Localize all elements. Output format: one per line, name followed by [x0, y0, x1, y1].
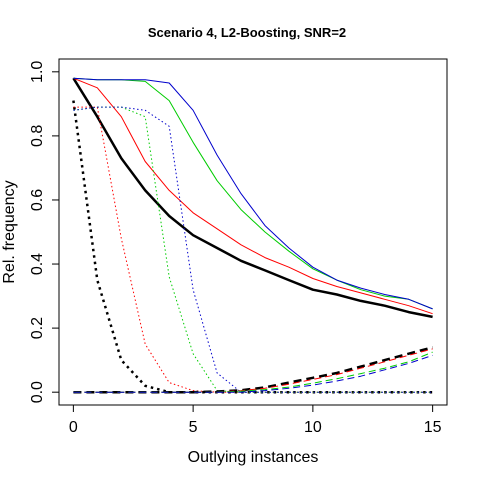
- series-line-5: [72, 100, 433, 394]
- series-line-10: [73, 348, 433, 393]
- x-tick-label: 10: [304, 419, 322, 436]
- series-line-6: [73, 106, 433, 393]
- y-tick-label: 0.2: [29, 317, 46, 339]
- series-layer: [72, 77, 433, 394]
- x-axis: 0 5 10 15: [69, 404, 442, 436]
- series-line-3: [73, 77, 433, 310]
- y-tick-label: 0.6: [29, 189, 46, 211]
- series-line-9: [73, 346, 433, 394]
- chart-title: Scenario 4, L2-Boosting, SNR=2: [148, 25, 346, 40]
- series-line-1: [72, 77, 433, 319]
- series-line-8: [73, 106, 433, 393]
- y-tick-label: 0.0: [29, 381, 46, 403]
- series-line-12: [73, 354, 433, 393]
- x-tick-label: 0: [69, 419, 78, 436]
- series-line-7: [73, 106, 433, 393]
- y-axis-label: Rel. frequency: [1, 180, 18, 283]
- x-axis-label: Outlying instances: [188, 449, 319, 466]
- x-tick-label: 5: [189, 419, 198, 436]
- y-tick-label: 1.0: [29, 61, 46, 83]
- y-tick-label: 0.4: [29, 253, 46, 275]
- plot-frame: [58, 58, 448, 406]
- series-line-11: [73, 351, 433, 393]
- y-axis: 0.0 0.2 0.4 0.6 0.8 1.0: [29, 61, 60, 403]
- series-line-4: [73, 77, 433, 310]
- y-tick-label: 0.8: [29, 125, 46, 147]
- x-tick-label: 15: [424, 419, 442, 436]
- series-line-2: [73, 77, 433, 315]
